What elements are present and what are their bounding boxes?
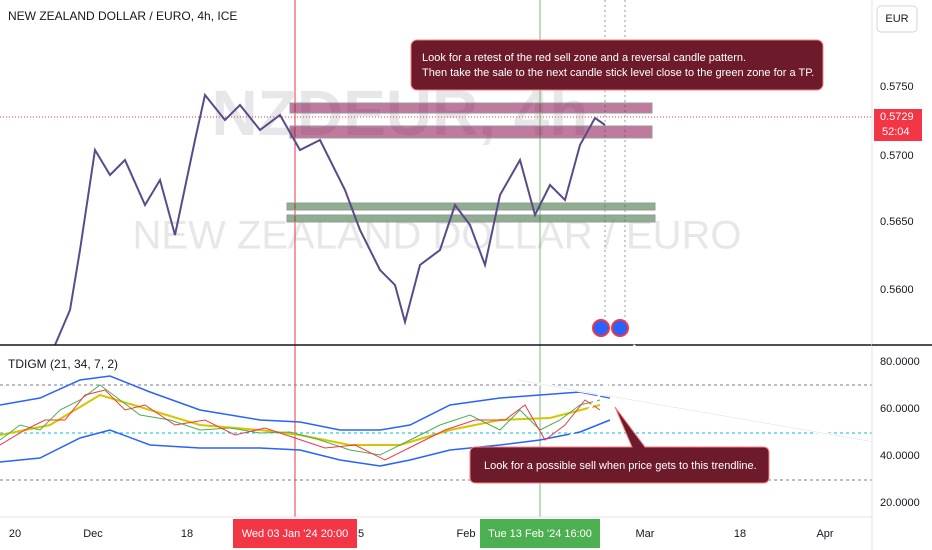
current-price: 0.5729 — [880, 111, 914, 123]
annotation-text: Look for a possible sell when price gets… — [484, 460, 757, 472]
tp-zone — [286, 202, 656, 211]
time-label: Apr — [816, 528, 833, 540]
trendline-edge — [516, 379, 932, 453]
crosshair-time-tag — [233, 519, 357, 548]
sell-zone — [289, 125, 653, 139]
time-label: 5 — [358, 528, 364, 540]
symbol-title: NEW ZEALAND DOLLAR / EURO, 4h, ICE — [8, 9, 237, 23]
time-label: 18 — [734, 528, 746, 540]
signal-line — [0, 389, 601, 461]
price-label: 0.5650 — [880, 216, 914, 228]
annotation-box — [469, 406, 770, 484]
indicator-label: 60.0000 — [880, 403, 920, 415]
crosshair-time: Wed 03 Jan '24 20:00 — [242, 528, 348, 540]
indicator-label: 80.0000 — [880, 356, 920, 368]
annotation-box — [410, 39, 824, 91]
indicator-name: TDIGM (21, 34, 7, 2) — [8, 357, 118, 371]
countdown: 52:04 — [882, 126, 910, 138]
price-label: 0.5600 — [880, 284, 914, 296]
event-icon[interactable] — [611, 319, 629, 337]
annotation-text: Then take the sale to the next candle st… — [422, 67, 814, 79]
time-label: 20 — [9, 528, 21, 540]
annotation-text: Look for a retest of the red sell zone a… — [422, 52, 746, 64]
sell-zone — [289, 102, 653, 114]
rsi-line — [0, 384, 601, 456]
crosshair-time-tag — [480, 519, 600, 548]
indicator-label: 20.0000 — [880, 497, 920, 509]
time-label: Mar — [636, 528, 655, 540]
current-price-tag — [874, 109, 922, 141]
time-label: Dec — [83, 528, 103, 540]
price-series — [54, 92, 606, 346]
upper-band — [0, 375, 611, 431]
currency-label: EUR — [885, 13, 908, 25]
time-label: 18 — [181, 528, 193, 540]
price-axis — [872, 0, 932, 517]
lower-band — [0, 419, 611, 467]
crosshair-time: Tue 13 Feb '24 16:00 — [488, 528, 592, 540]
price-label: 0.5700 — [880, 150, 914, 162]
currency-button[interactable] — [876, 5, 918, 33]
price-label: 0.5750 — [880, 81, 914, 93]
event-icon[interactable] — [592, 319, 610, 337]
time-label: Feb — [457, 528, 476, 540]
indicator-label: 40.0000 — [880, 450, 920, 462]
tp-zone — [286, 214, 656, 223]
